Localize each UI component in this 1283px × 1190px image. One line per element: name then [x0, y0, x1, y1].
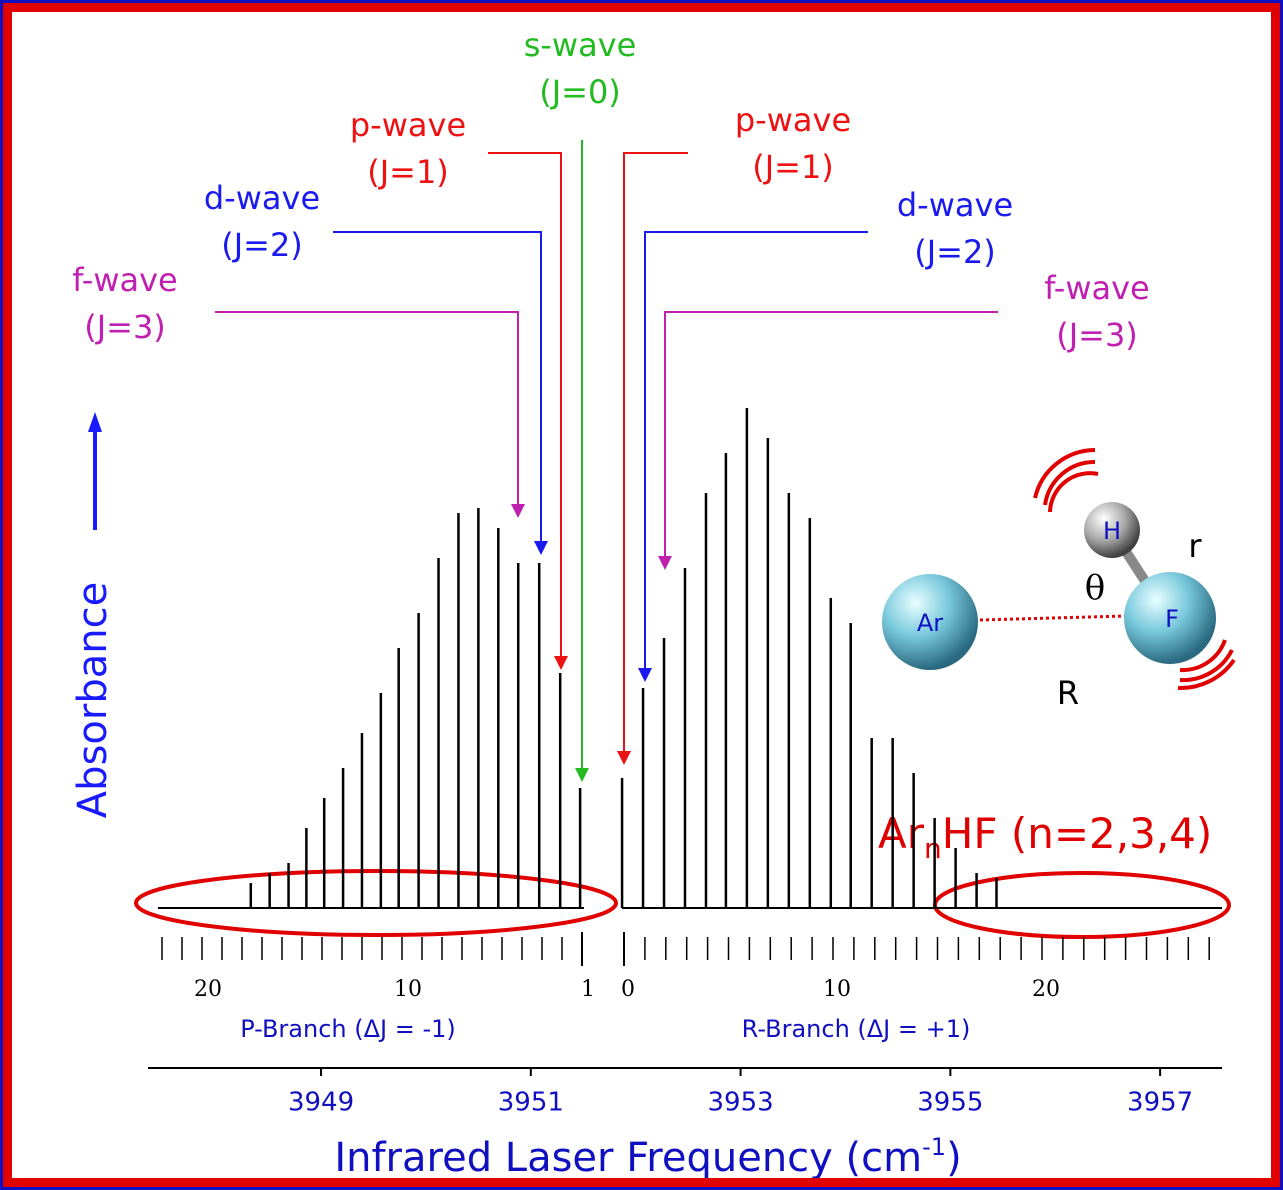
annotation-label: f-wave — [72, 261, 177, 299]
j-tick-label: 20 — [194, 977, 222, 1002]
annotation-label: s-wave — [524, 26, 637, 64]
atom-label: H — [1103, 517, 1121, 545]
cluster-label: ArnHF (n=2,3,4) — [878, 809, 1212, 866]
y-axis-label: Absorbance — [70, 582, 116, 818]
arrow-head — [638, 668, 652, 682]
annotation-sub: (J=3) — [1056, 316, 1138, 354]
arrow-head — [617, 751, 631, 765]
annotation-sub: (J=1) — [752, 148, 834, 186]
j-tick-label: 10 — [394, 977, 422, 1002]
annotation-label: d-wave — [897, 186, 1013, 224]
arrow-head — [534, 541, 548, 555]
atom-ar — [882, 574, 978, 670]
arrow-head — [554, 656, 568, 670]
x-label-end: ) — [946, 1135, 962, 1181]
x-tick-label: 3951 — [498, 1088, 564, 1118]
x-axis-label: Infrared Laser Frequency (cm-1) — [334, 1133, 961, 1181]
y-arrow-head — [88, 412, 102, 432]
highlight-ellipse — [134, 869, 618, 937]
cluster-base: Ar — [878, 809, 925, 858]
x-label-sup: -1 — [922, 1133, 946, 1161]
annotation-sub: (J=0) — [539, 73, 621, 111]
j-tick-label: 0 — [621, 977, 635, 1002]
arrow-head — [511, 504, 525, 518]
angle-label: θ — [1085, 568, 1105, 608]
annotation-label: p-wave — [735, 101, 851, 139]
cluster-sub: n — [924, 832, 942, 865]
distance-label: R — [1057, 674, 1079, 712]
arrow-head — [575, 768, 589, 782]
x-tick-label: 3955 — [917, 1088, 983, 1118]
annotation-sub: (J=2) — [914, 233, 996, 271]
annotation-arrow — [644, 231, 868, 668]
arrow-head — [658, 556, 672, 570]
highlight-ellipse — [933, 871, 1231, 939]
cluster-rest: HF (n=2,3,4) — [942, 809, 1213, 858]
atom-f — [1124, 572, 1216, 664]
vibration-arcs — [1033, 448, 1236, 691]
x-tick-label: 3949 — [288, 1088, 354, 1118]
branch-label: P-Branch (ΔJ = -1) — [240, 1015, 456, 1043]
atom-label: F — [1165, 605, 1179, 633]
atom-label: Ar — [917, 609, 943, 637]
x-tick-label: 3953 — [708, 1088, 774, 1118]
annotation-arrow — [623, 152, 688, 751]
annotation-label: p-wave — [350, 106, 466, 144]
annotation-sub: (J=1) — [367, 153, 449, 191]
j-tick-label: 20 — [1032, 977, 1060, 1002]
annotation-label: d-wave — [204, 179, 320, 217]
j-tick-label: 1 — [581, 977, 595, 1002]
bond-label: r — [1188, 527, 1202, 565]
annotation-sub: (J=3) — [84, 308, 166, 346]
vdw-bond — [979, 614, 1126, 622]
atom-h — [1084, 502, 1140, 558]
annotation-arrow — [488, 152, 562, 656]
annotation-arrow — [664, 311, 998, 556]
annotation-arrow — [333, 231, 542, 541]
x-tick-label: 3957 — [1127, 1088, 1193, 1118]
annotation-label: f-wave — [1044, 269, 1149, 307]
annotation-arrow — [215, 311, 519, 504]
branch-label: R-Branch (ΔJ = +1) — [742, 1015, 971, 1043]
annotation-sub: (J=2) — [221, 226, 303, 264]
x-label-main: Infrared Laser Frequency (cm — [334, 1135, 922, 1181]
j-tick-label: 10 — [823, 977, 851, 1002]
